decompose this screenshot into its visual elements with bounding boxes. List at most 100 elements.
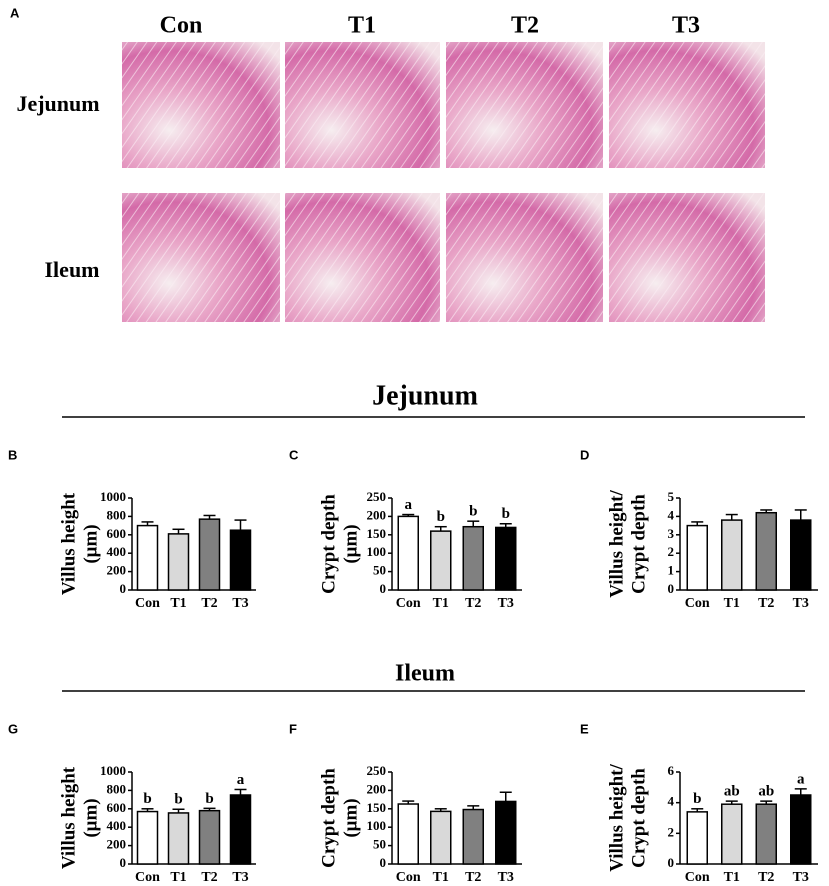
y-tick-label: 0 xyxy=(380,581,387,596)
significance-label: a xyxy=(237,772,245,788)
x-tick-label: T3 xyxy=(793,870,809,885)
x-tick-label: Con xyxy=(135,870,160,885)
micrograph-texture xyxy=(285,193,440,322)
significance-label: ab xyxy=(724,784,740,800)
y-axis-label: (μm) xyxy=(340,798,361,837)
micrograph-texture xyxy=(609,42,765,168)
x-tick-label: T2 xyxy=(201,596,217,611)
bar xyxy=(790,794,812,865)
bar xyxy=(229,529,252,591)
significance-label: b xyxy=(143,791,151,807)
significance-label: b xyxy=(174,792,182,808)
bar xyxy=(397,515,419,591)
micrograph-texture xyxy=(285,42,440,168)
y-tick-label: 200 xyxy=(367,507,387,522)
micrograph-texture xyxy=(122,193,280,322)
y-tick-label: 600 xyxy=(107,800,127,815)
panel-letter: A xyxy=(10,5,20,20)
x-tick-label: T2 xyxy=(758,596,774,611)
bar xyxy=(721,803,743,865)
panel-letter: D xyxy=(580,447,589,462)
y-axis-label: Villus height xyxy=(58,766,79,869)
y-tick-label: 400 xyxy=(107,818,127,833)
y-axis-label: Crypt depth xyxy=(318,768,339,868)
y-tick-label: 4 xyxy=(668,507,675,522)
y-tick-label: 0 xyxy=(380,855,387,870)
y-axis-label: Villus height/ xyxy=(606,764,627,872)
y-axis-label: Villus height xyxy=(58,492,79,595)
significance-label: ab xyxy=(758,784,774,800)
bar xyxy=(430,530,452,591)
bar xyxy=(167,812,190,865)
y-tick-label: 0 xyxy=(120,581,127,596)
bar xyxy=(462,808,484,865)
y-tick-label: 150 xyxy=(367,800,387,815)
micrograph-texture xyxy=(609,193,765,322)
x-tick-label: T2 xyxy=(201,870,217,885)
y-tick-label: 0 xyxy=(668,581,675,596)
y-tick-label: 2 xyxy=(668,544,675,559)
micrograph-texture xyxy=(446,42,603,168)
bar xyxy=(198,518,221,591)
x-tick-label: T1 xyxy=(433,870,449,885)
x-tick-label: T3 xyxy=(793,596,809,611)
bar xyxy=(136,810,159,865)
x-tick-label: Con xyxy=(135,596,160,611)
panel-letter: E xyxy=(580,721,589,736)
x-tick-label: T3 xyxy=(232,870,248,885)
bar xyxy=(686,524,708,591)
bar xyxy=(462,525,484,591)
section-heading: Ileum xyxy=(395,661,455,687)
y-tick-label: 1 xyxy=(668,563,675,578)
bar xyxy=(430,810,452,865)
y-tick-label: 6 xyxy=(668,763,675,778)
bar xyxy=(721,519,743,591)
significance-label: b xyxy=(437,509,445,525)
panel-letter: G xyxy=(8,721,18,736)
bar xyxy=(198,809,221,865)
y-tick-label: 50 xyxy=(373,837,386,852)
y-tick-label: 200 xyxy=(107,837,127,852)
bar xyxy=(136,524,159,591)
y-tick-label: 5 xyxy=(668,489,675,504)
bar xyxy=(790,519,812,591)
y-tick-label: 100 xyxy=(367,544,387,559)
y-tick-label: 50 xyxy=(373,563,386,578)
x-tick-label: T2 xyxy=(465,870,481,885)
x-tick-label: Con xyxy=(685,870,710,885)
y-tick-label: 250 xyxy=(367,489,387,504)
significance-label: b xyxy=(205,791,213,807)
y-tick-label: 400 xyxy=(107,544,127,559)
row-label: Ileum xyxy=(45,257,100,282)
significance-label: a xyxy=(797,771,805,787)
bar xyxy=(495,800,517,865)
x-tick-label: T1 xyxy=(170,870,186,885)
micrograph-texture xyxy=(122,42,280,168)
y-tick-label: 100 xyxy=(367,818,387,833)
y-axis-label: Crypt depth xyxy=(318,494,339,594)
x-tick-label: Con xyxy=(396,870,421,885)
y-tick-label: 0 xyxy=(120,855,127,870)
x-tick-label: Con xyxy=(685,596,710,611)
column-header: Con xyxy=(160,13,203,39)
significance-label: b xyxy=(469,504,477,520)
column-header: T3 xyxy=(672,13,700,39)
panel-letter: B xyxy=(8,447,17,462)
y-axis-label: Crypt depth xyxy=(628,768,649,868)
x-tick-label: Con xyxy=(396,596,421,611)
x-tick-label: T3 xyxy=(498,596,514,611)
column-header: T2 xyxy=(511,13,539,39)
x-tick-label: T2 xyxy=(465,596,481,611)
y-tick-label: 600 xyxy=(107,526,127,541)
y-tick-label: 2 xyxy=(668,824,675,839)
y-tick-label: 0 xyxy=(668,855,675,870)
y-tick-label: 150 xyxy=(367,526,387,541)
micrographs xyxy=(122,42,765,322)
y-axis-label: Crypt depth xyxy=(628,494,649,594)
bar xyxy=(495,526,517,591)
y-tick-label: 200 xyxy=(367,781,387,796)
significance-label: a xyxy=(405,497,413,513)
x-tick-label: T1 xyxy=(724,870,740,885)
significance-label: b xyxy=(693,791,701,807)
